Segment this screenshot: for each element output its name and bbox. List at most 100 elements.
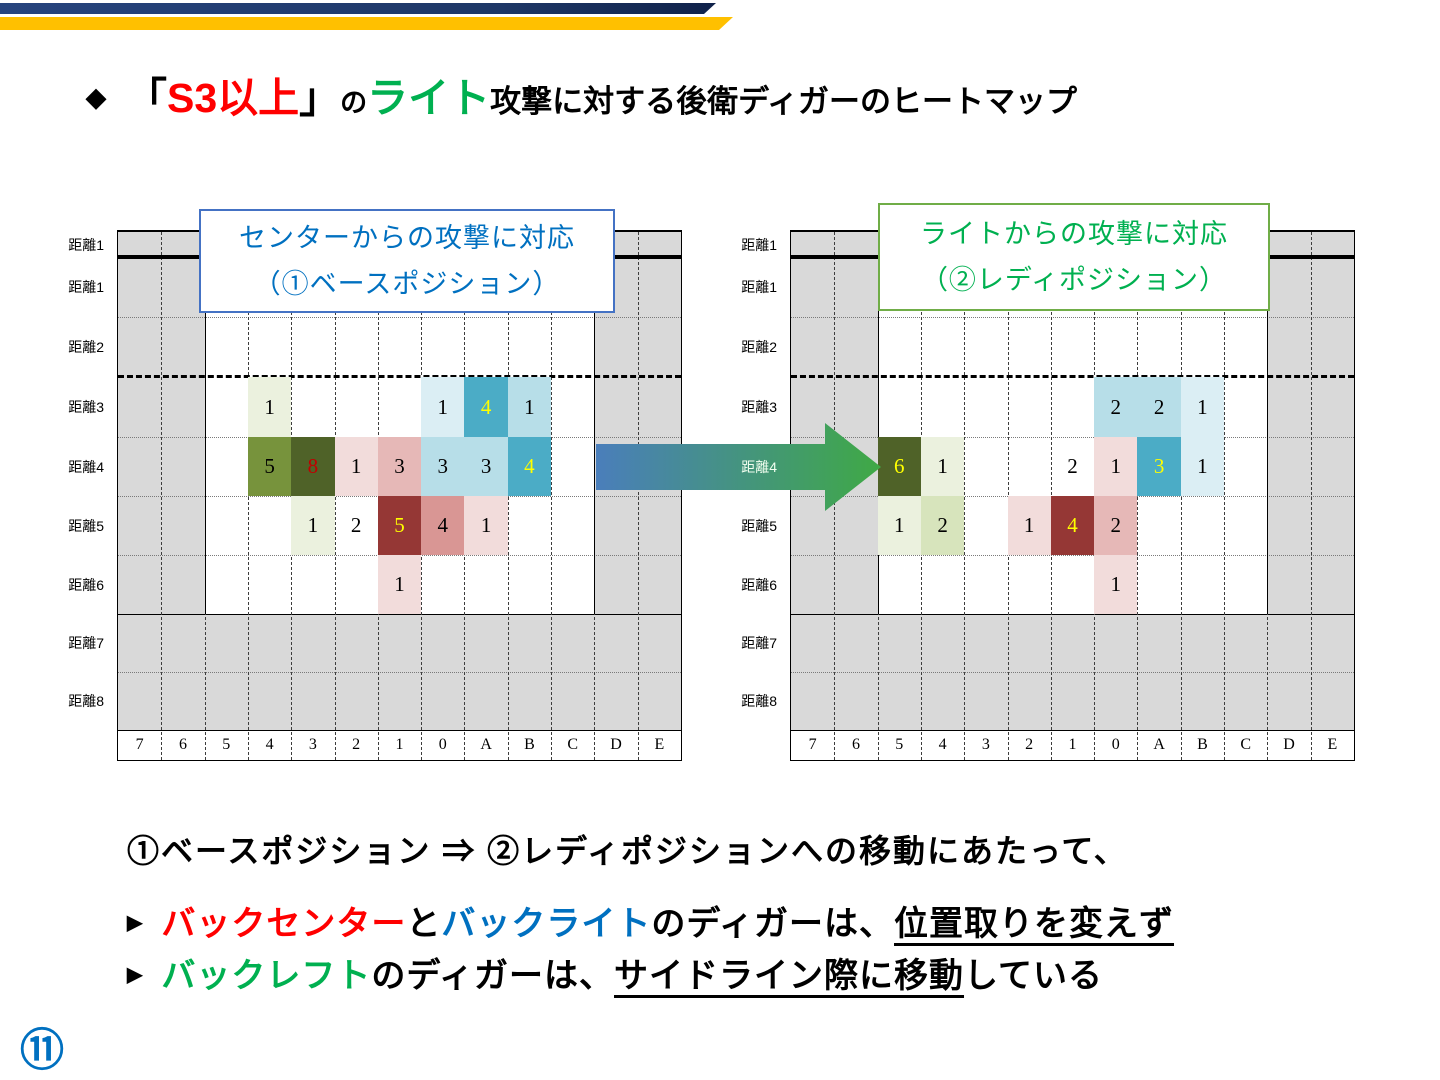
column-grid-line [637,232,639,760]
attack-line [118,375,681,378]
axis-col-label: A [1153,736,1165,753]
axis-col-label: B [524,736,535,753]
note-line-backcenter-backright: ▶ バックセンターとバックライトのディガーは、位置取りを変えず [127,896,1174,945]
axis-col-label: D [1283,736,1295,753]
axis-col-label: 3 [981,736,990,753]
row-distance-label: 距離5 [741,517,777,534]
page-number: ⑪ [20,1026,64,1075]
heatmap-cell: 1 [507,377,552,437]
column-grid-line [964,232,966,760]
note-mid-3: のディガーは、 [371,957,615,995]
note-tail-3: している [964,957,1103,995]
heatmap-cell: 5 [247,437,292,496]
column-grid-line [551,232,553,760]
row-distance-label: 距離2 [68,339,104,355]
row-distance-label: 距離4 [68,458,104,475]
heatmap-cell: 1 [291,496,335,555]
label-box-base-position: センターからの攻撃に対応 （①ベースポジション） [199,209,615,313]
heatmap-cell: 1 [247,377,292,437]
column-grid-line [247,232,249,760]
row-grid-line [791,555,1354,556]
axis-col-label: 5 [895,736,904,753]
axis-col-label: B [1197,736,1208,753]
title-bracket-close: 」 [299,75,341,121]
row-grid-line [791,437,1354,438]
heatmap-cell: 1 [377,555,422,614]
heatmap-cell: 3 [464,437,508,496]
axis-col-label: 4 [938,736,947,753]
transition-arrow-icon [596,423,881,511]
label-box-ready-position: ライトからの攻撃に対応 （②レディポジション） [878,203,1270,311]
column-axis-row [118,730,681,760]
axis-col-label: E [1327,736,1338,753]
heatmap-cell: 4 [1050,496,1095,555]
heatmap-cell: 5 [377,496,422,555]
heatmap-ready-position: 2 2 1 6 1 2 1 3 1 1 2 1 4 2 1 7 6 5 4 3 2 1 0 A B C D E 距離1 距離1 距離2 距離3… [741,230,1355,761]
label-box-ready-line2: （②レディポジション） [920,265,1228,295]
note-line-backleft: ▶ バックレフトのディガーは、サイドライン際に移動している [127,948,1103,997]
title-diamond-icon: ◆ [86,82,106,112]
row-grid-line [118,672,681,673]
row-distance-label: 距離7 [741,635,777,651]
row-grid-line [791,317,1354,318]
heatmap-cell: 1 [334,437,378,496]
title-s3: S3以上 [167,75,300,121]
heatmap-cell: 1 [1180,377,1225,437]
axis-col-label: 2 [1025,736,1034,753]
bullet-triangle-icon: ▶ [127,964,144,986]
note-backleft: バックレフト [161,957,372,995]
axis-col-label: 7 [808,736,817,753]
column-axis-row [791,730,1354,760]
end-line [791,614,1354,615]
heatmap-cell: 1 [1007,496,1051,555]
court-sideline-right [594,257,596,614]
heatmap-cell: 1 [1180,437,1225,496]
heatmap-cell: 1 [421,377,465,437]
axis-col-label: 6 [178,736,187,753]
court-sideline-left [877,257,879,614]
note-and: と [406,905,442,943]
column-grid-line [334,232,336,760]
row-distance-label: 距離7 [68,635,104,651]
row-distance-label: 距離8 [741,693,777,709]
header-accent-bar-gold [0,17,733,30]
heatmap-cell: 2 [1137,377,1181,437]
row-distance-label: 距離3 [68,399,104,415]
axis-col-label: D [610,736,622,753]
attack-line [791,375,1354,378]
row-distance-label: 距離2 [741,339,777,355]
title-right-word: ライト [367,75,491,121]
title-attack-word: 攻撃 [490,84,553,119]
heatmap-cell: 2 [920,496,965,555]
column-grid-line [1180,232,1182,760]
axis-col-label: 5 [222,736,231,753]
row-distance-label: 距離6 [741,576,777,593]
row-distance-label: 距離1 [741,279,777,295]
end-line [118,614,681,615]
label-box-base-line2: （①ベースポジション） [253,269,561,299]
title-rest: に対する後衛ディガーのヒートマップ [552,84,1077,119]
axis-col-label: A [480,736,492,753]
bullet-triangle-icon: ▶ [127,912,144,934]
header-accent-bar-blue [0,3,716,14]
note-backright: バックライト [441,905,652,943]
heatmap-cell: 2 [1094,377,1138,437]
court-sideline-right [1267,257,1269,614]
row-distance-label: 距離1 [68,279,104,295]
heatmap-cell: 1 [464,496,508,555]
row-distance-label: 距離8 [68,693,104,709]
row-distance-label: 距離4 [741,458,777,475]
heatmap-cell: 4 [507,437,552,496]
axis-col-label: 1 [395,736,404,753]
heatmap-cell: 2 [1094,496,1138,555]
column-grid-line [1137,232,1139,760]
axis-col-label: 3 [308,736,317,753]
heatmap-base-position: 1 1 4 1 5 8 1 3 3 3 4 1 2 5 4 1 1 7 6 5 4 3 2 1 0 A B C D E 距離1 距離1 距離2 距… [68,230,682,761]
axis-col-label: E [654,736,665,753]
row-distance-label: 距離1 [68,236,104,253]
row-distance-label: 距離5 [68,517,104,534]
axis-col-label: 2 [352,736,361,753]
title-particle: の [340,88,368,118]
heatmap-cell: 8 [291,437,335,496]
slide-title: ◆ 「S3以上」のライト攻撃に対する後衛ディガーのヒートマップ [86,64,1077,124]
